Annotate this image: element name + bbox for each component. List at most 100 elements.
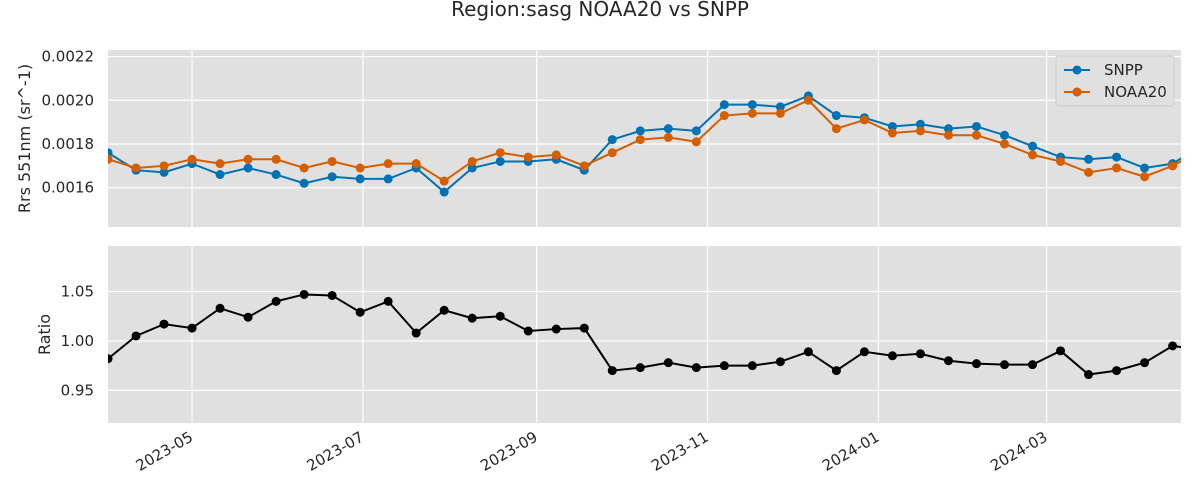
data-point-snpp [0, 153, 5, 162]
data-point-snpp [327, 172, 337, 182]
x-tick-label: 2023-07 [304, 428, 367, 475]
data-point-noaa20 [775, 108, 785, 118]
data-point-noaa20 [1028, 150, 1038, 160]
data-point-ratio [579, 323, 589, 333]
data-point-snpp [719, 100, 729, 110]
legend: SNPP NOAA20 [1055, 55, 1175, 107]
data-point-ratio [887, 351, 897, 361]
data-point-ratio [607, 366, 617, 376]
legend-label-snpp: SNPP [1104, 61, 1143, 79]
rrs-panel: 0.0016 0.0018 0.0020 0.0022 Rrs 551nm (sr^-1… [0, 48, 1200, 227]
data-point-noaa20 [1084, 167, 1094, 177]
data-point-ratio [439, 305, 449, 315]
data-point-ratio [271, 296, 281, 306]
data-point-ratio [859, 347, 869, 357]
data-point-ratio [831, 366, 841, 376]
data-point-noaa20 [915, 126, 925, 136]
data-point-ratio [108, 354, 113, 364]
data-point-snpp [915, 119, 925, 129]
data-point-noaa20 [719, 111, 729, 121]
data-point-snpp [215, 170, 225, 180]
data-point-ratio [551, 324, 561, 334]
data-point-noaa20 [439, 176, 449, 186]
data-point-snpp [439, 187, 449, 197]
legend-marker-snpp [1072, 65, 1082, 75]
data-point-ratio [1112, 366, 1122, 376]
data-point-noaa20 [635, 135, 645, 145]
data-point-snpp [663, 124, 673, 134]
data-point-noaa20 [971, 130, 981, 140]
data-point-snpp [775, 102, 785, 112]
data-point-ratio [411, 328, 421, 338]
series-line-noaa20 [108, 99, 1181, 183]
data-point-snpp [1084, 154, 1094, 164]
y-axis-label: Rrs 551nm (sr^-1) [15, 64, 34, 213]
data-point-ratio [383, 296, 393, 306]
data-point-ratio [803, 347, 813, 357]
data-point-noaa20 [1000, 139, 1010, 149]
series-line-ratio [108, 293, 1181, 376]
data-point-noaa20 [1056, 156, 1066, 166]
plot-marks [0, 91, 1200, 197]
data-point-noaa20 [607, 148, 617, 158]
y-tick-label: 1.00 [61, 332, 94, 350]
x-tick-label: 2024-01 [819, 428, 882, 475]
data-point-snpp [467, 163, 477, 173]
data-point-noaa20 [159, 161, 169, 171]
data-point-noaa20 [0, 148, 5, 157]
data-point-ratio [355, 307, 365, 317]
data-point-noaa20 [467, 156, 477, 166]
chart-title: Region:sasg NOAA20 vs SNPP [451, 0, 749, 21]
data-point-snpp [355, 174, 365, 184]
data-point-ratio [1056, 346, 1066, 356]
data-point-noaa20 [215, 159, 225, 169]
data-point-noaa20 [579, 161, 589, 171]
data-point-ratio [299, 289, 309, 299]
data-point-noaa20 [691, 137, 701, 147]
data-point-snpp [383, 174, 393, 184]
y-tick-label: 0.0016 [42, 179, 95, 197]
data-point-ratio [943, 356, 953, 366]
data-point-noaa20 [1168, 161, 1178, 171]
data-point-noaa20 [831, 124, 841, 134]
data-point-snpp [1196, 142, 1200, 151]
data-point-noaa20 [1112, 163, 1122, 173]
data-point-noaa20 [327, 156, 337, 166]
x-tick-label: 2023-11 [648, 428, 711, 475]
data-point-ratio [495, 311, 505, 321]
data-point-ratio [1196, 345, 1200, 354]
x-tick-label: 2023-05 [133, 428, 196, 475]
data-point-noaa20 [523, 152, 533, 162]
data-point-ratio [691, 363, 701, 373]
y-tick-label: 0.0018 [42, 135, 95, 153]
y-axis-label: Ratio [35, 314, 54, 355]
data-point-noaa20 [131, 163, 141, 173]
data-point-ratio [467, 313, 477, 323]
data-point-ratio [243, 312, 253, 322]
plot-area [108, 246, 1181, 423]
plot-marks [0, 289, 1200, 380]
data-point-snpp [635, 126, 645, 136]
data-point-ratio [1140, 358, 1150, 368]
data-point-snpp [747, 100, 757, 110]
data-point-noaa20 [495, 148, 505, 158]
data-point-ratio [0, 322, 5, 331]
data-point-noaa20 [663, 132, 673, 142]
data-point-noaa20 [299, 163, 309, 173]
ratio-panel: 0.95 1.00 1.05 Ratio [0, 246, 1200, 423]
x-axis: 2023-05 2023-07 2023-09 2023-11 2024-01 2024-… [133, 428, 1051, 475]
legend-marker-noaa20 [1072, 87, 1082, 97]
data-point-ratio [215, 303, 225, 313]
data-point-noaa20 [383, 159, 393, 169]
data-point-snpp [887, 121, 897, 131]
data-point-snpp [943, 124, 953, 134]
data-point-noaa20 [887, 128, 897, 138]
data-point-ratio [915, 349, 925, 359]
data-point-ratio [1000, 360, 1010, 370]
data-point-ratio [635, 363, 645, 373]
data-point-ratio [159, 319, 169, 329]
data-point-ratio [523, 326, 533, 336]
data-point-noaa20 [943, 130, 953, 140]
data-point-noaa20 [551, 150, 561, 160]
